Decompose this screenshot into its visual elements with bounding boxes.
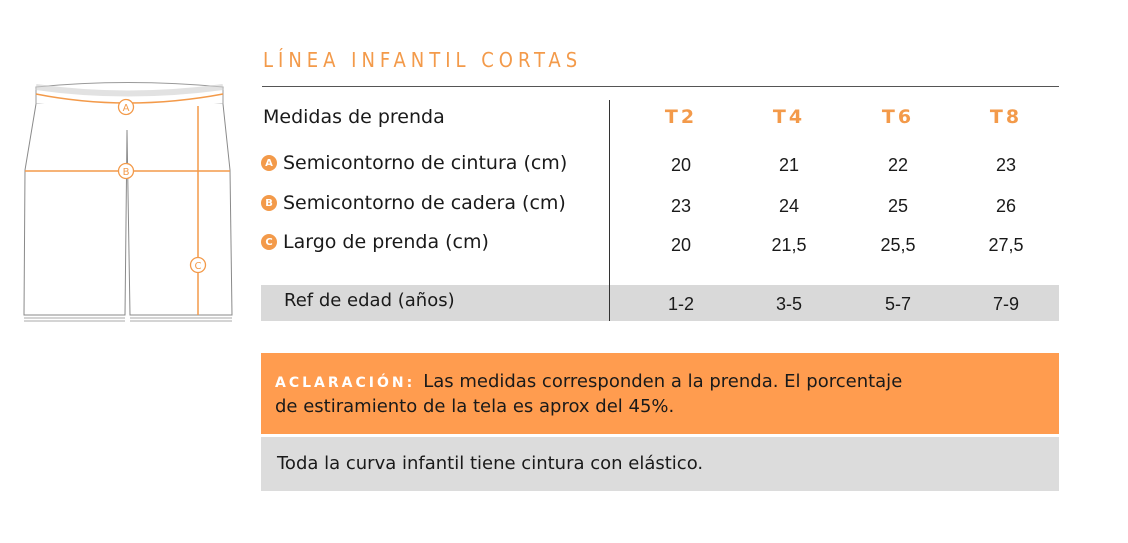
size-header-t4: T4 [772, 106, 806, 128]
svg-text:C: C [195, 261, 202, 272]
table-cell: 1-2 [667, 294, 694, 314]
table-cell: 20 [670, 155, 692, 175]
clarification-box [261, 353, 1059, 434]
row-text: Semicontorno de cintura (cm) [283, 152, 568, 174]
table-cell: 5-7 [884, 294, 911, 314]
row-text: Largo de prenda (cm) [283, 231, 489, 253]
svg-text:A: A [123, 103, 130, 114]
row-label-length: C Largo de prenda (cm) [261, 231, 489, 253]
table-header-label: Medidas de prenda [263, 106, 445, 128]
badge-b: B [261, 195, 277, 211]
marker-c: C [189, 256, 207, 274]
svg-text:B: B [123, 167, 130, 178]
info-text: Toda la curva infantil tiene cintura con… [277, 453, 704, 474]
table-cell: 7-9 [992, 294, 1019, 314]
table-cell: 21 [778, 155, 800, 175]
page-title: LÍNEA INFANTIL CORTAS [263, 48, 583, 72]
table-cell: 23 [670, 196, 692, 216]
table-cell: 21,5 [771, 235, 807, 255]
table-cell: 25,5 [880, 235, 916, 255]
size-header-t2: T2 [664, 106, 698, 128]
table-cell: 3-5 [775, 294, 802, 314]
age-ref-row [261, 285, 1059, 321]
size-header-t8: T8 [989, 106, 1023, 128]
badge-c: C [261, 234, 277, 250]
size-header-t6: T6 [881, 106, 915, 128]
clarification-line-2: de estiramiento de la tela es aprox del … [275, 396, 675, 417]
table-cell: 26 [995, 196, 1017, 216]
row-label-waist: A Semicontorno de cintura (cm) [261, 152, 567, 174]
info-box [261, 437, 1059, 491]
column-divider [609, 285, 610, 321]
badge-a: A [261, 155, 277, 171]
table-cell: 20 [670, 235, 692, 255]
marker-b: B [117, 162, 135, 180]
shorts-diagram: A B C [23, 82, 233, 322]
row-label-hip: B Semicontorno de cadera (cm) [261, 192, 566, 214]
age-ref-label: Ref de edad (años) [284, 290, 455, 311]
table-cell: 25 [887, 196, 909, 216]
table-cell: 27,5 [988, 235, 1024, 255]
table-cell: 24 [778, 196, 800, 216]
title-divider [262, 86, 1059, 87]
clarification-line-1: Las medidas corresponden a la prenda. El… [423, 371, 903, 392]
clarification-text: ACLARACIÓN: Las medidas corresponden a la… [275, 370, 1035, 419]
column-divider [609, 100, 610, 321]
table-cell: 23 [995, 155, 1017, 175]
row-text: Semicontorno de cadera (cm) [283, 192, 566, 214]
marker-a: A [117, 98, 135, 116]
clarification-key: ACLARACIÓN: [275, 375, 416, 391]
table-cell: 22 [887, 155, 909, 175]
